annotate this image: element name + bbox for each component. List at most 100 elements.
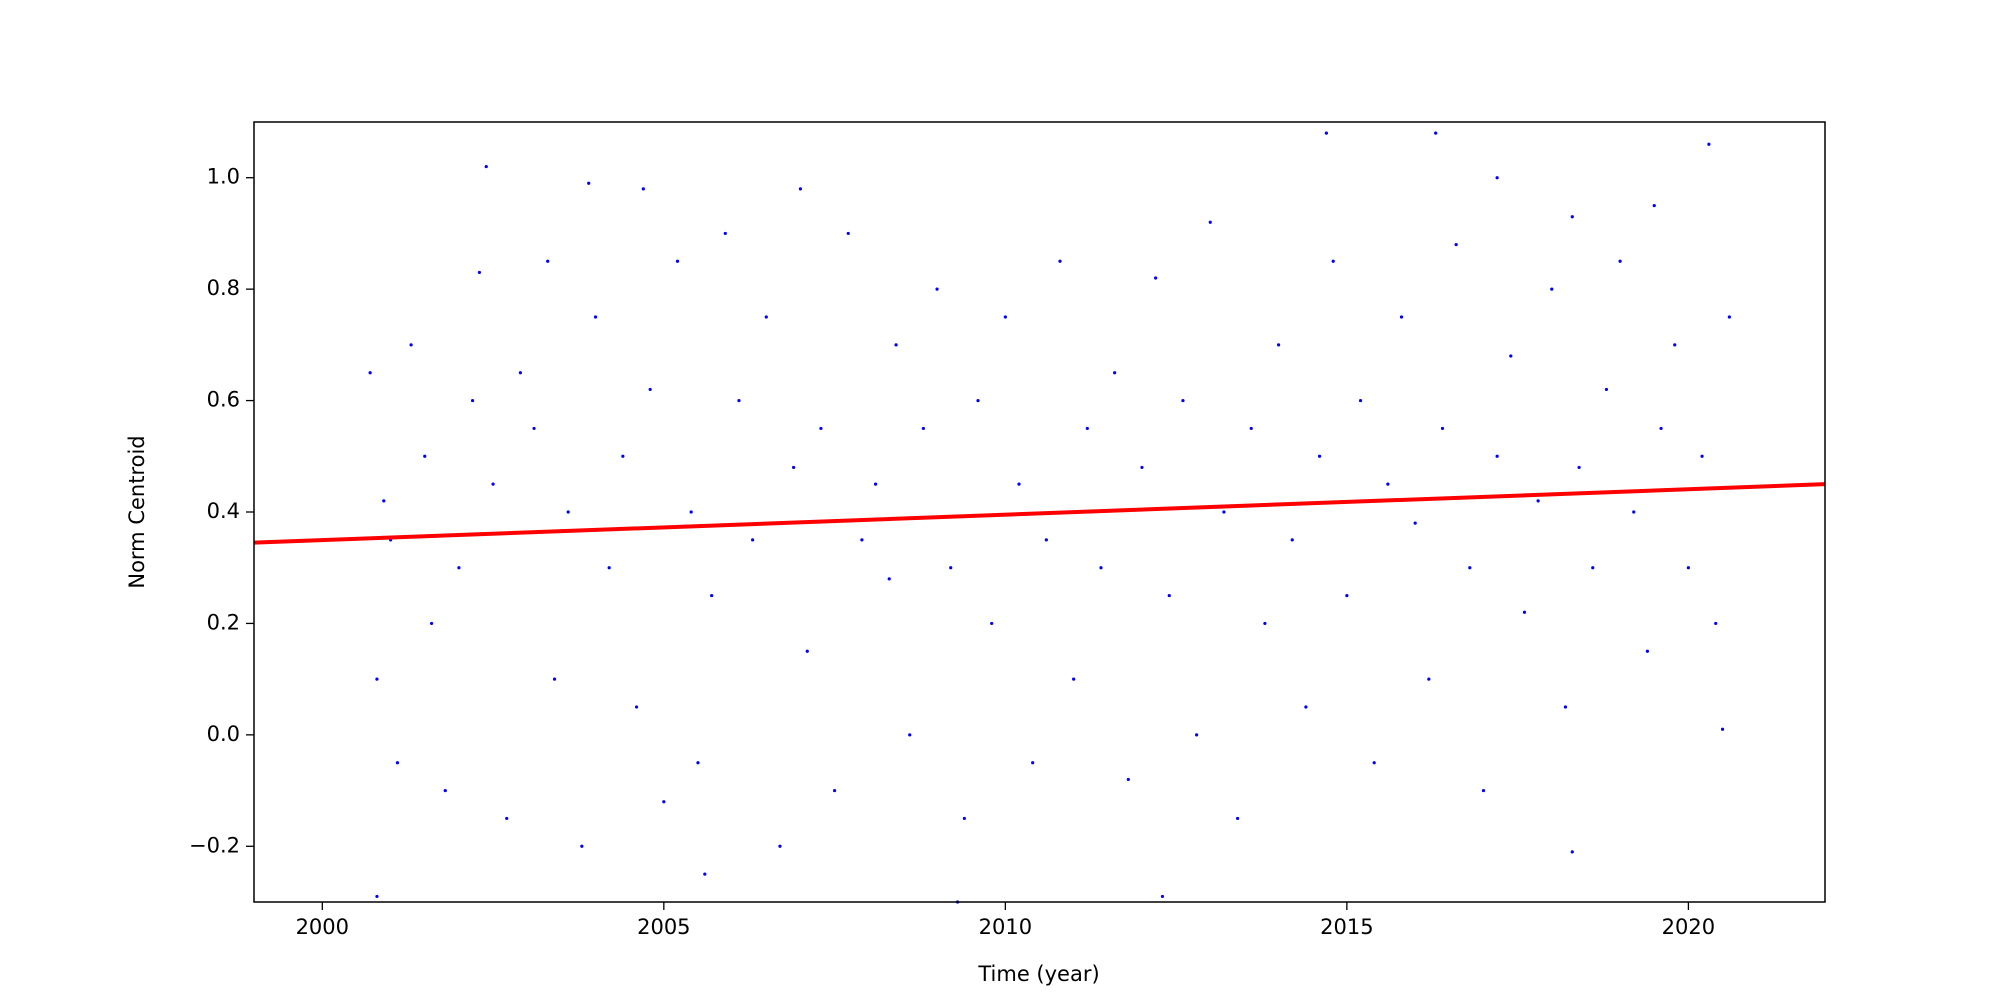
data-point bbox=[1618, 259, 1622, 263]
data-point bbox=[1550, 287, 1554, 291]
data-point bbox=[1604, 387, 1609, 392]
data-point bbox=[1160, 894, 1165, 899]
data-point bbox=[470, 398, 475, 403]
data-point bbox=[1235, 816, 1240, 821]
data-point bbox=[505, 816, 509, 821]
data-point bbox=[1003, 315, 1007, 319]
data-point bbox=[546, 259, 550, 263]
data-point bbox=[1154, 276, 1158, 280]
data-point bbox=[675, 259, 680, 263]
data-point bbox=[792, 465, 796, 470]
data-point bbox=[1434, 131, 1438, 135]
data-point bbox=[1113, 371, 1117, 375]
data-point bbox=[990, 621, 994, 626]
data-point bbox=[1659, 426, 1663, 431]
data-point bbox=[962, 816, 966, 821]
data-point bbox=[1727, 315, 1731, 319]
data-point bbox=[1058, 259, 1062, 263]
data-point bbox=[1632, 510, 1636, 514]
data-point bbox=[1495, 454, 1499, 458]
plot-frame bbox=[253, 121, 1826, 903]
data-point bbox=[1386, 482, 1390, 486]
data-point bbox=[805, 649, 809, 653]
data-point bbox=[1440, 426, 1445, 431]
data-point bbox=[1358, 398, 1363, 403]
data-point bbox=[1563, 705, 1568, 709]
y-tick-label: −0.2 bbox=[189, 833, 240, 857]
data-point bbox=[593, 315, 598, 319]
data-point bbox=[1714, 621, 1718, 626]
data-point bbox=[1468, 566, 1472, 570]
data-point bbox=[1673, 343, 1677, 347]
data-point bbox=[587, 181, 591, 185]
data-point bbox=[1570, 215, 1574, 219]
data-point bbox=[1181, 398, 1185, 403]
data-point bbox=[737, 398, 741, 403]
data-point bbox=[1707, 142, 1711, 146]
data-point bbox=[1222, 510, 1226, 514]
data-point bbox=[751, 538, 755, 542]
data-point bbox=[443, 788, 447, 793]
x-tick-label: 2020 bbox=[1662, 915, 1715, 939]
data-point bbox=[976, 398, 980, 403]
data-point bbox=[457, 566, 461, 570]
data-point bbox=[1317, 454, 1322, 458]
y-axis-label: Norm Centroid bbox=[125, 435, 149, 588]
data-point bbox=[484, 164, 488, 169]
y-tick-label: 0.6 bbox=[207, 388, 240, 412]
data-point bbox=[1495, 176, 1499, 180]
data-point bbox=[634, 705, 639, 709]
data-point bbox=[908, 733, 912, 737]
data-point bbox=[764, 315, 768, 319]
data-point bbox=[429, 621, 434, 626]
y-tick-label: 1.0 bbox=[207, 165, 240, 189]
data-point bbox=[1140, 465, 1144, 470]
data-point bbox=[846, 231, 850, 236]
data-point bbox=[1652, 203, 1656, 208]
data-point bbox=[1372, 761, 1376, 765]
data-point bbox=[1591, 566, 1595, 570]
data-point bbox=[1686, 566, 1690, 570]
data-point bbox=[1345, 593, 1349, 598]
x-tick-label: 2015 bbox=[1320, 915, 1373, 939]
data-point bbox=[368, 371, 372, 375]
data-point bbox=[375, 677, 379, 681]
y-tick-label: 0.4 bbox=[207, 499, 240, 523]
data-point bbox=[703, 872, 707, 876]
data-point bbox=[1331, 259, 1335, 263]
data-point bbox=[375, 894, 379, 899]
data-point bbox=[648, 387, 652, 392]
data-point bbox=[689, 510, 693, 514]
data-point bbox=[423, 454, 427, 458]
y-tick-label: 0.8 bbox=[207, 276, 240, 300]
data-point bbox=[935, 287, 939, 291]
data-point bbox=[819, 426, 823, 431]
data-point bbox=[1167, 593, 1171, 598]
data-point bbox=[607, 566, 611, 570]
data-point bbox=[723, 231, 727, 236]
data-point bbox=[1072, 677, 1076, 681]
data-point bbox=[1304, 705, 1308, 709]
data-point bbox=[1126, 777, 1130, 782]
data-point bbox=[477, 270, 482, 275]
data-point bbox=[696, 761, 700, 765]
data-point bbox=[552, 677, 557, 681]
data-point bbox=[1645, 649, 1650, 653]
data-point bbox=[1249, 426, 1253, 431]
y-tick-label: 0.2 bbox=[207, 610, 240, 634]
data-point bbox=[1031, 761, 1035, 765]
x-tick-label: 2010 bbox=[979, 915, 1032, 939]
y-tick-label: 0.0 bbox=[207, 722, 240, 746]
data-point bbox=[894, 343, 898, 347]
data-point bbox=[1481, 788, 1486, 793]
data-point bbox=[1208, 220, 1212, 224]
data-point bbox=[641, 187, 645, 191]
data-point bbox=[409, 343, 413, 347]
data-point bbox=[710, 593, 714, 598]
data-point bbox=[949, 566, 953, 570]
data-point bbox=[1454, 242, 1458, 247]
data-point bbox=[1290, 538, 1294, 542]
data-point bbox=[1536, 499, 1540, 503]
